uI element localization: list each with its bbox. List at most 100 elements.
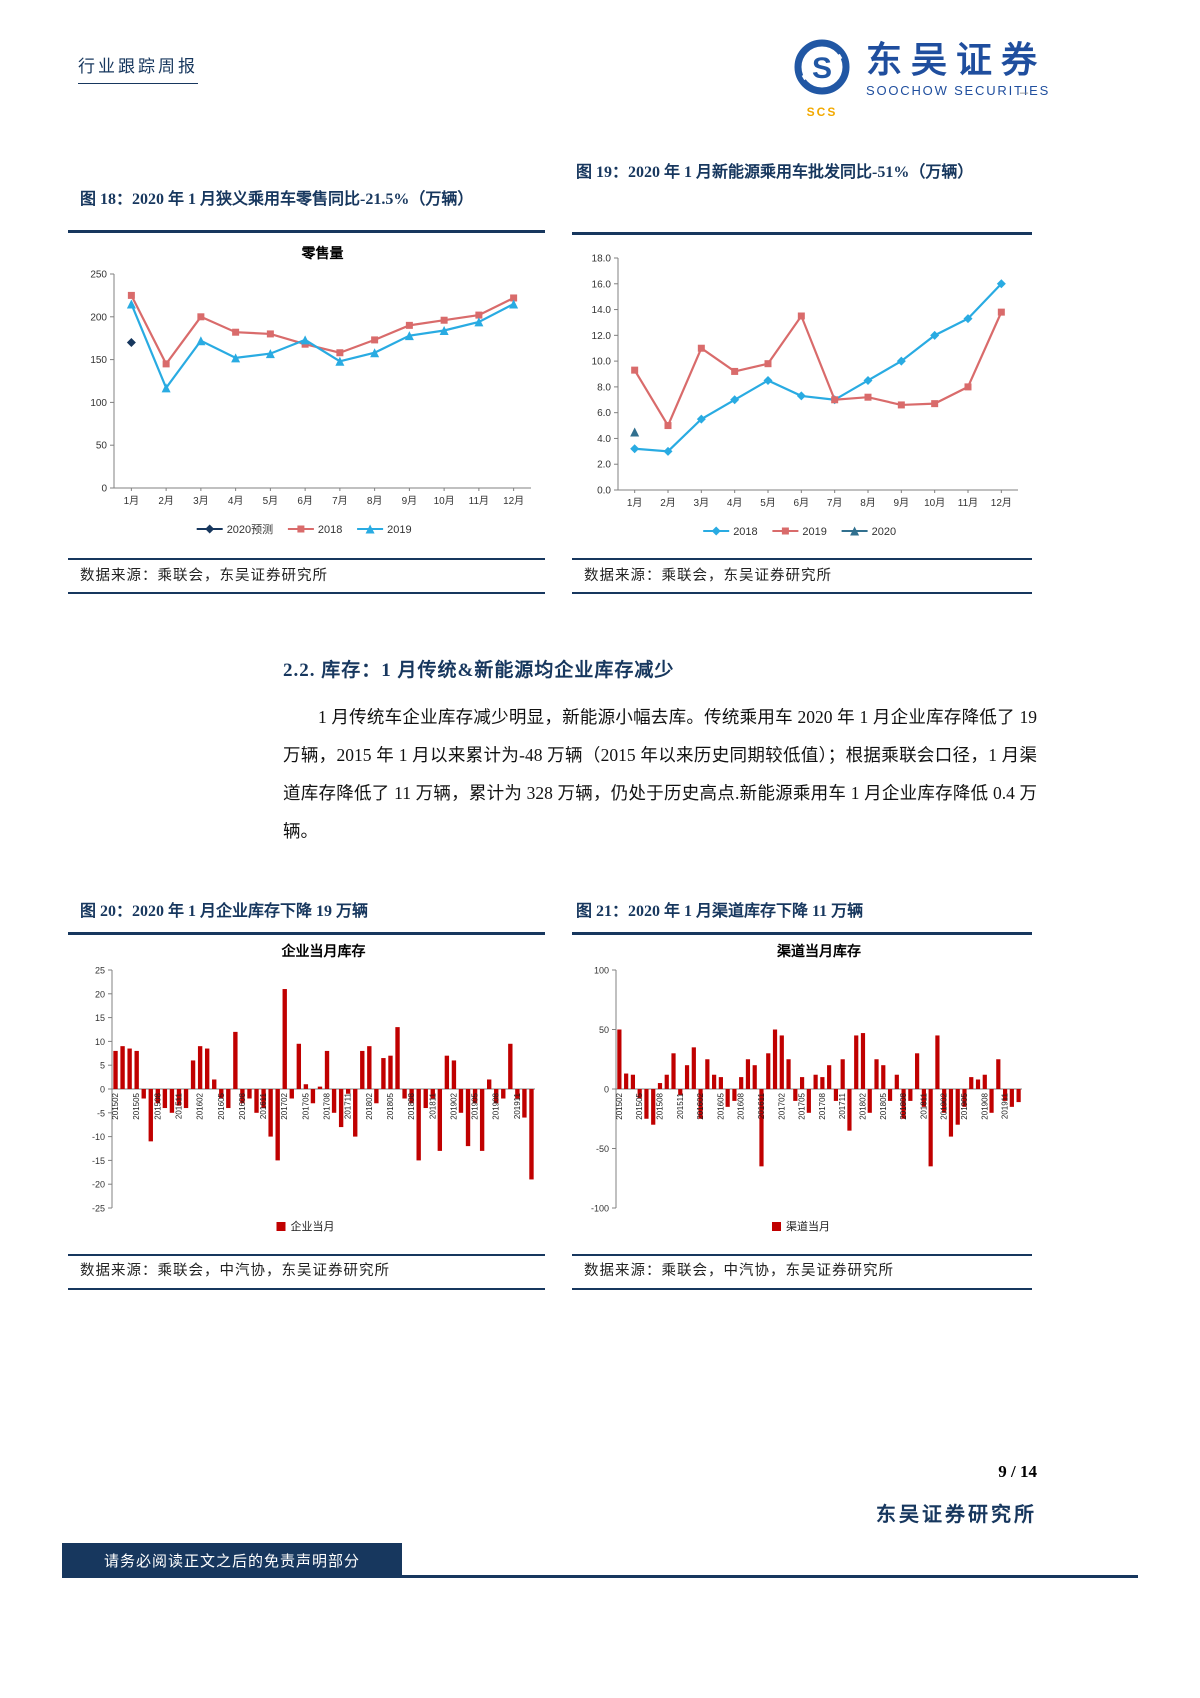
header-dash: – bbox=[1020, 84, 1028, 101]
svg-text:9月: 9月 bbox=[402, 495, 418, 507]
svg-text:2月: 2月 bbox=[158, 495, 174, 507]
svg-text:5月: 5月 bbox=[760, 497, 776, 509]
logo-scs-text: SCS bbox=[806, 105, 838, 119]
svg-text:14.0: 14.0 bbox=[592, 305, 612, 316]
figure-18: 图 18：2020 年 1 月狭义乘用车零售同比-21.5%（万辆） 0 50 10… bbox=[68, 186, 545, 598]
svg-text:201902: 201902 bbox=[940, 1092, 949, 1119]
svg-text:1月: 1月 bbox=[124, 495, 140, 507]
figure-20: 图 20：2020 年 1 月企业库存下降 19 万辆 -25 -20 -15 -10… bbox=[68, 898, 545, 1293]
divider bbox=[572, 932, 1032, 935]
svg-text:100: 100 bbox=[90, 398, 107, 409]
svg-text:201711: 201711 bbox=[344, 1092, 353, 1119]
figure-19-source: 数据来源：乘联会，东吴证券研究所 bbox=[584, 568, 832, 584]
svg-text:201505: 201505 bbox=[132, 1092, 141, 1119]
svg-text:企业当月库存: 企业当月库存 bbox=[281, 943, 366, 959]
svg-text:2020: 2020 bbox=[872, 526, 896, 538]
svg-text:10: 10 bbox=[95, 1037, 105, 1047]
soochow-logo: S SCS 东吴证券 SOOCHOW SECURITIES bbox=[790, 38, 1050, 119]
svg-text:50: 50 bbox=[599, 1025, 609, 1035]
svg-text:201805: 201805 bbox=[386, 1092, 395, 1119]
svg-text:零售量: 零售量 bbox=[301, 245, 344, 261]
svg-text:10.0: 10.0 bbox=[592, 357, 612, 368]
svg-text:201802: 201802 bbox=[365, 1092, 374, 1119]
svg-text:2019: 2019 bbox=[387, 524, 411, 536]
svg-text:25: 25 bbox=[95, 966, 105, 976]
divider bbox=[572, 232, 1032, 235]
figure-21-title: 图 21：2020 年 1 月渠道库存下降 11 万辆 bbox=[576, 903, 864, 920]
svg-text:201508: 201508 bbox=[153, 1092, 162, 1119]
figure-20-title: 图 20：2020 年 1 月企业库存下降 19 万辆 bbox=[80, 903, 369, 920]
svg-text:50: 50 bbox=[96, 441, 108, 452]
svg-text:-5: -5 bbox=[97, 1108, 105, 1118]
divider bbox=[68, 592, 545, 594]
svg-text:201702: 201702 bbox=[777, 1092, 786, 1119]
figure-21: 图 21：2020 年 1 月渠道库存下降 11 万辆 -100 -50 0 50 10… bbox=[572, 898, 1032, 1293]
svg-text:201502: 201502 bbox=[111, 1092, 120, 1119]
svg-text:201711: 201711 bbox=[838, 1092, 847, 1119]
figure-19-title: 图 19：2020 年 1 月新能源乘用车批发同比-51%（万辆） bbox=[576, 164, 974, 181]
figure-18-chart: 0 50 100 150 200 250 1月 2月 3月 4月 5月 6月 7月 8月 9月 10月 11月 1… bbox=[90, 245, 531, 536]
figure-18-title: 图 18：2020 年 1 月狭义乘用车零售同比-21.5%（万辆） bbox=[80, 191, 474, 208]
svg-text:8月: 8月 bbox=[367, 495, 383, 507]
svg-text:201705: 201705 bbox=[798, 1092, 807, 1119]
svg-text:0: 0 bbox=[101, 484, 107, 495]
svg-text:250: 250 bbox=[90, 270, 107, 281]
svg-text:12月: 12月 bbox=[503, 495, 524, 507]
figure-19-chart: 0.0 2.0 4.0 6.0 8.0 10.0 12.0 14.0 16.0 18.0 1月 2月 3… bbox=[592, 254, 1018, 538]
svg-text:201608: 201608 bbox=[238, 1092, 247, 1119]
svg-text:10月: 10月 bbox=[924, 497, 945, 509]
svg-text:201902: 201902 bbox=[449, 1092, 458, 1119]
divider bbox=[68, 230, 545, 233]
svg-text:201705: 201705 bbox=[301, 1092, 310, 1119]
svg-text:201511: 201511 bbox=[676, 1092, 685, 1119]
svg-text:4月: 4月 bbox=[228, 495, 244, 507]
svg-text:5月: 5月 bbox=[263, 495, 279, 507]
disclaimer-bar: 请务必阅读正文之后的免责声明部分 bbox=[62, 1543, 402, 1577]
svg-text:201802: 201802 bbox=[858, 1092, 867, 1119]
svg-text:11月: 11月 bbox=[469, 495, 489, 507]
svg-text:201611: 201611 bbox=[757, 1092, 766, 1119]
svg-text:-10: -10 bbox=[92, 1132, 105, 1142]
svg-text:201811: 201811 bbox=[919, 1092, 928, 1119]
svg-text:9月: 9月 bbox=[894, 497, 910, 509]
divider bbox=[68, 1288, 545, 1290]
report-type-label: 行业跟踪周报 bbox=[78, 52, 198, 84]
svg-text:201508: 201508 bbox=[655, 1092, 664, 1119]
footer-org: 东吴证券研究所 bbox=[876, 1504, 1037, 1526]
brand-name-en: SOOCHOW SECURITIES bbox=[866, 83, 1051, 99]
svg-text:201608: 201608 bbox=[737, 1092, 746, 1119]
svg-text:12月: 12月 bbox=[991, 497, 1012, 509]
divider bbox=[572, 1288, 1032, 1290]
svg-text:201905: 201905 bbox=[471, 1092, 480, 1119]
svg-text:201908: 201908 bbox=[980, 1092, 989, 1119]
svg-text:201908: 201908 bbox=[492, 1092, 501, 1119]
brand-text-block: 东吴证券 SOOCHOW SECURITIES bbox=[866, 38, 1050, 119]
svg-text:10月: 10月 bbox=[434, 495, 455, 507]
figure-21-source: 数据来源：乘联会，中汽协，东吴证券研究所 bbox=[584, 1263, 894, 1279]
svg-text:6月: 6月 bbox=[297, 495, 313, 507]
svg-text:-20: -20 bbox=[92, 1180, 105, 1190]
soochow-logo-icon: S bbox=[794, 39, 850, 95]
figure-21-chart: -100 -50 0 50 100 201502 201505 201508 201511 201… bbox=[591, 943, 1022, 1233]
svg-text:11月: 11月 bbox=[958, 497, 978, 509]
svg-text:4月: 4月 bbox=[727, 497, 743, 509]
svg-text:201505: 201505 bbox=[635, 1092, 644, 1119]
svg-text:201805: 201805 bbox=[879, 1092, 888, 1119]
svg-text:1月: 1月 bbox=[627, 497, 643, 509]
svg-text:S: S bbox=[812, 52, 832, 85]
svg-text:18.0: 18.0 bbox=[592, 254, 612, 265]
svg-text:2月: 2月 bbox=[660, 497, 676, 509]
divider bbox=[572, 558, 1032, 560]
section-paragraph: 1 月传统车企业库存减少明显，新能源小幅去库。传统乘用车 2020 年 1 月企… bbox=[283, 707, 1037, 841]
figure-20-source: 数据来源：乘联会，中汽协，东吴证券研究所 bbox=[80, 1263, 390, 1279]
svg-text:201905: 201905 bbox=[960, 1092, 969, 1119]
svg-text:-50: -50 bbox=[596, 1144, 609, 1154]
svg-text:201911: 201911 bbox=[1001, 1092, 1010, 1119]
svg-text:100: 100 bbox=[594, 966, 609, 976]
svg-text:6.0: 6.0 bbox=[597, 408, 611, 419]
svg-text:201808: 201808 bbox=[407, 1092, 416, 1119]
figure-19: 图 19：2020 年 1 月新能源乘用车批发同比-51%（万辆） 0.0 2.0… bbox=[572, 158, 1032, 598]
svg-text:16.0: 16.0 bbox=[592, 279, 612, 290]
svg-text:3月: 3月 bbox=[193, 495, 209, 507]
svg-text:5: 5 bbox=[100, 1061, 105, 1071]
